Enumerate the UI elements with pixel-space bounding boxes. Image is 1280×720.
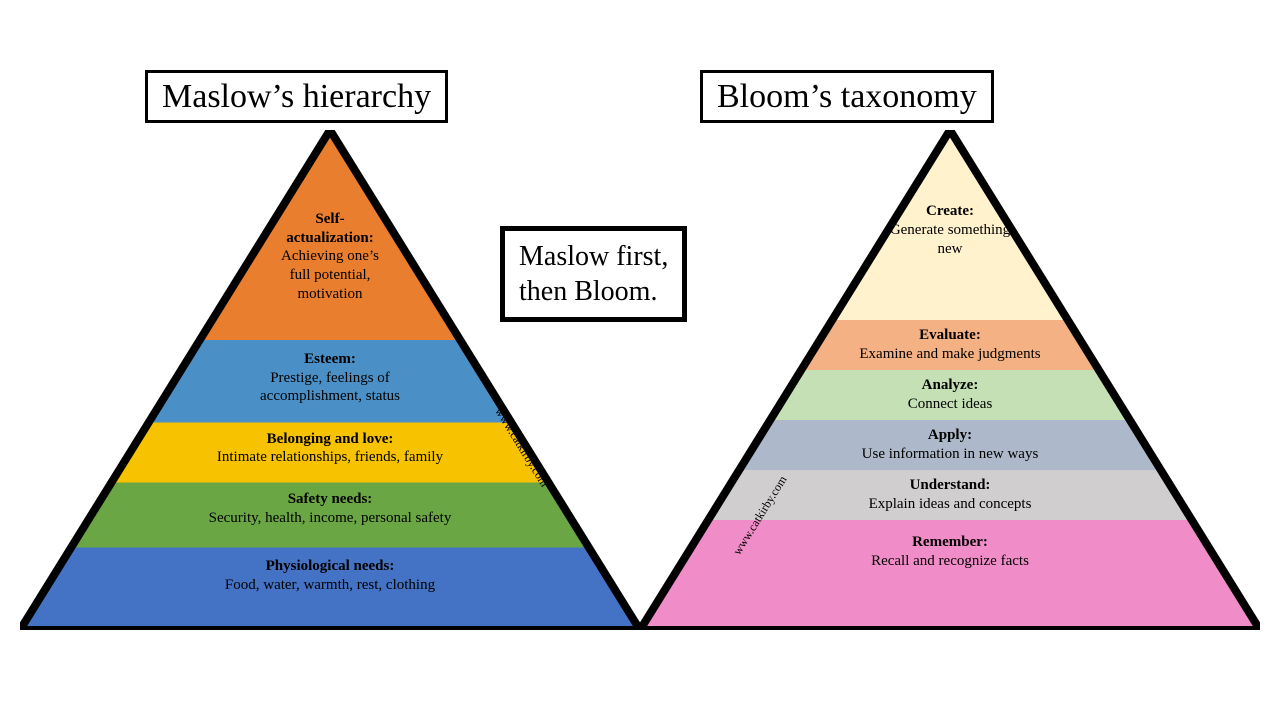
title-maslow-text: Maslow’s hierarchy (162, 78, 431, 115)
maslow-pyramid: Self-actualization:Achieving one’sfull p… (20, 130, 640, 630)
maslow-band-2 (111, 423, 548, 483)
title-bloom-text: Bloom’s taxonomy (717, 78, 977, 115)
title-maslow: Maslow’s hierarchy (145, 70, 448, 123)
title-bloom: Bloom’s taxonomy (700, 70, 994, 123)
stage: { "layout": { "canvas": {"w":1280,"h":72… (0, 0, 1280, 720)
maslow-band-3 (71, 483, 589, 548)
maslow-band-1 (149, 340, 512, 423)
bloom-band-2 (770, 370, 1130, 420)
maslow-band-0 (200, 130, 460, 340)
bloom-band-0 (832, 130, 1068, 320)
bloom-band-5 (640, 520, 1260, 630)
bloom-pyramid: Create:Generate somethingnewEvaluate:Exa… (640, 130, 1260, 630)
maslow-band-4 (20, 548, 640, 631)
bloom-band-3 (739, 420, 1161, 470)
bloom-band-1 (801, 320, 1099, 370)
